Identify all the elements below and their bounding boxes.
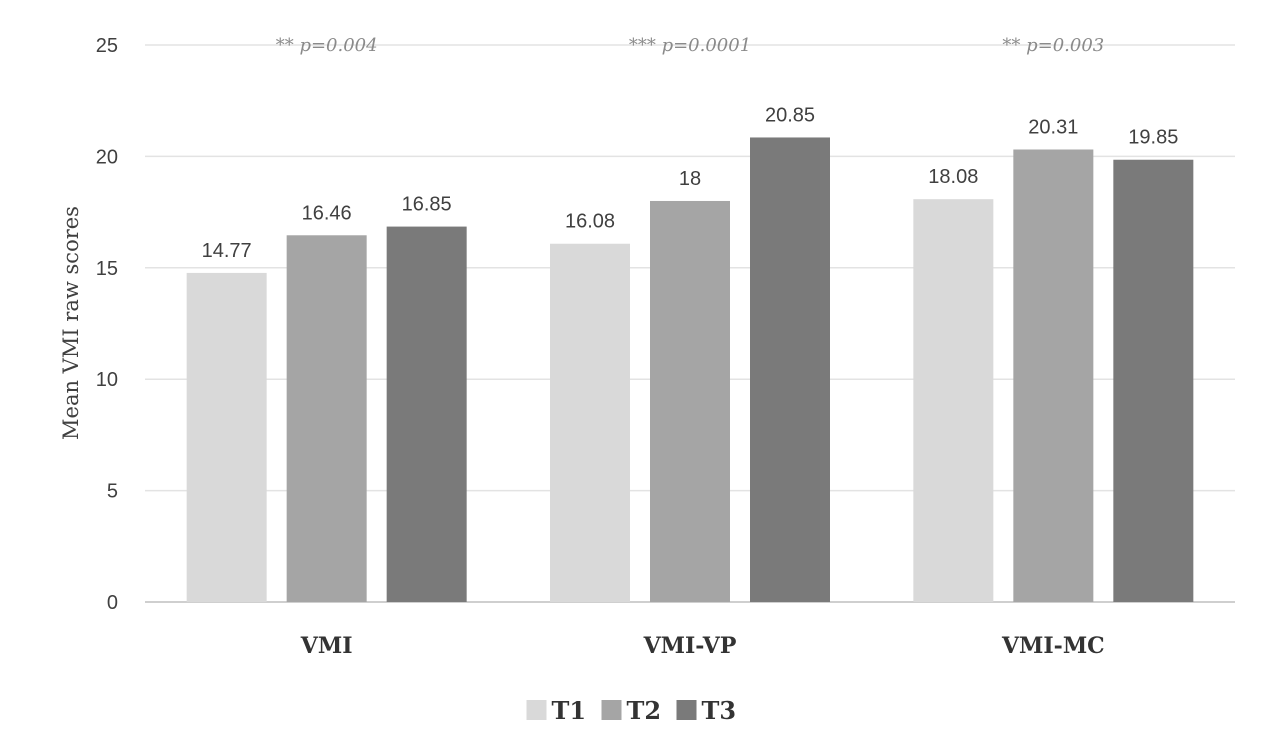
legend-label: T1 xyxy=(552,696,587,725)
bar-t3-vmi-mc xyxy=(1113,159,1194,602)
y-axis-ticks: 0 5 10 15 20 25 xyxy=(96,35,118,614)
bar-t3-vmi xyxy=(386,226,467,602)
y-tick-label: 5 xyxy=(107,481,118,503)
data-label: 16.08 xyxy=(565,211,615,233)
legend: T1 T2 T3 xyxy=(526,696,737,725)
data-labels: 14.77 16.46 16.85 16.08 18 20.85 18.08 20.31 19.… xyxy=(202,104,1179,261)
bars xyxy=(186,137,1194,603)
data-label: 20.31 xyxy=(1028,116,1078,138)
p-value-annotation: *** p=0.0001 xyxy=(629,35,751,56)
bar-t3-vmi-vp xyxy=(750,137,830,602)
y-tick-label: 15 xyxy=(96,258,118,280)
legend-swatch-t2 xyxy=(601,700,622,720)
data-label: 18.08 xyxy=(928,166,978,188)
bar-t2-vmi-mc xyxy=(1013,149,1094,602)
y-tick-label: 25 xyxy=(96,35,118,57)
data-label: 14.77 xyxy=(202,240,252,262)
data-label: 20.85 xyxy=(765,104,815,126)
bar-t1-vmi-vp xyxy=(550,243,630,602)
y-tick-label: 20 xyxy=(96,146,118,168)
legend-swatch-t1 xyxy=(526,700,547,720)
bar-t2-vmi xyxy=(286,235,367,603)
x-category-label: VMI-MC xyxy=(1001,633,1105,659)
y-axis-label: Mean VMI raw scores xyxy=(59,206,83,440)
y-tick-label: 10 xyxy=(96,369,118,391)
bar-t1-vmi-mc xyxy=(913,199,994,602)
legend-swatch-t3 xyxy=(676,700,697,720)
y-tick-label: 0 xyxy=(107,592,118,614)
p-value-annotation: ** p=0.003 xyxy=(1002,35,1104,56)
p-value-annotations: ** p=0.004 *** p=0.0001 ** p=0.003 xyxy=(276,35,1105,56)
p-value-annotation: ** p=0.004 xyxy=(276,35,378,56)
data-label: 18 xyxy=(679,168,701,190)
bar-t1-vmi xyxy=(186,272,267,602)
x-axis-categories: VMI VMI-VP VMI-MC xyxy=(300,633,1105,659)
legend-label: T3 xyxy=(702,696,737,725)
data-label: 19.85 xyxy=(1128,127,1178,149)
bar-t2-vmi-vp xyxy=(650,200,730,602)
data-label: 16.85 xyxy=(402,194,452,216)
data-label: 16.46 xyxy=(302,202,352,224)
x-category-label: VMI-VP xyxy=(643,633,737,659)
legend-label: T2 xyxy=(627,696,662,725)
x-category-label: VMI xyxy=(300,633,353,659)
